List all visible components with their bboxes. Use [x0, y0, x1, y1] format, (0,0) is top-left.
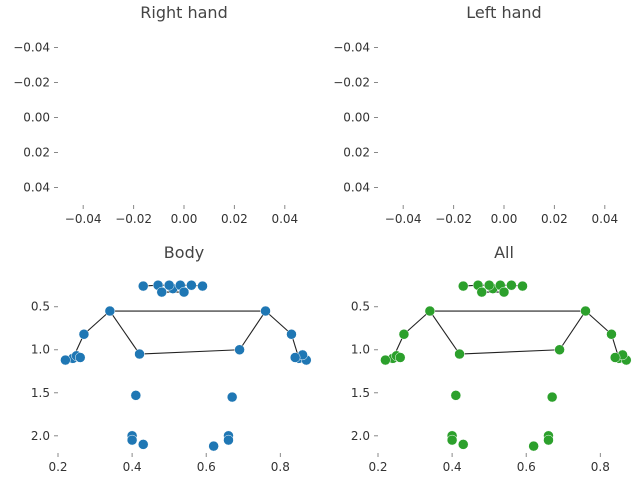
- keypoint-marker: [543, 434, 554, 446]
- x-tick-label: −0.04: [385, 212, 422, 226]
- keypoint-marker: [528, 440, 539, 452]
- keypoint-marker: [609, 352, 621, 363]
- keypoint-marker: [554, 344, 565, 355]
- panel-title: Body: [164, 243, 204, 262]
- y-tick-label: 0.5: [351, 300, 370, 314]
- x-tick-label: 0.6: [517, 460, 536, 474]
- keypoint-marker: [137, 280, 149, 292]
- keypoint-marker: [130, 390, 142, 401]
- x-tick-label: 0.00: [171, 212, 198, 226]
- keypoint-marker: [289, 352, 301, 363]
- keypoint-marker: [260, 305, 271, 317]
- keypoint-marker: [380, 354, 391, 366]
- skeleton-edge: [403, 310, 431, 335]
- keypoint-marker: [483, 279, 495, 291]
- keypoint-marker: [137, 439, 149, 450]
- x-tick-label: 0.2: [368, 460, 387, 474]
- y-tick-label: −0.02: [333, 76, 370, 90]
- all-panel: All 0.2 0.4 0.6 0.8 0.5 1.0 1.5 2.0: [351, 243, 632, 474]
- y-tick-label: 0.5: [31, 300, 50, 314]
- x-tick-label: 0.04: [591, 212, 618, 226]
- keypoint-marker: [134, 348, 145, 360]
- keypoint-marker: [156, 286, 168, 298]
- keypoint-marker: [517, 280, 528, 292]
- y-tick-label: −0.04: [333, 41, 370, 55]
- keypoint-marker: [234, 344, 245, 355]
- keypoint-marker: [606, 329, 617, 340]
- keypoint-marker: [78, 329, 90, 340]
- x-tick-label: 0.02: [221, 212, 248, 226]
- y-tick-label: 1.5: [31, 386, 50, 400]
- y-tick-label: 0.02: [23, 146, 50, 160]
- y-tick-label: 0.04: [343, 181, 370, 195]
- y-tick-label: 0.04: [23, 181, 50, 195]
- x-tick-label: −0.02: [115, 212, 152, 226]
- keypoint-marker: [60, 354, 71, 366]
- skeleton-edge: [265, 310, 292, 335]
- keypoint-marker: [197, 280, 208, 292]
- x-tick-label: 0.4: [443, 460, 462, 474]
- y-tick-label: 1.0: [31, 343, 50, 357]
- y-tick-label: 0.00: [23, 111, 50, 125]
- skeleton-edge: [585, 310, 612, 335]
- panel-title: All: [494, 243, 514, 262]
- x-tick-label: −0.04: [65, 212, 102, 226]
- keypoint-marker: [450, 390, 462, 401]
- y-tick-label: 0.02: [343, 146, 370, 160]
- keypoint-marker: [398, 329, 410, 340]
- keypoint-marker: [498, 286, 510, 298]
- skeleton-edge: [559, 310, 586, 351]
- keypoint-marker: [457, 439, 469, 450]
- y-tick-label: −0.04: [13, 41, 50, 55]
- panel-title: Left hand: [466, 3, 541, 22]
- skeleton-edge: [429, 310, 460, 355]
- keypoint-marker: [286, 329, 297, 340]
- y-tick-label: 1.5: [351, 386, 370, 400]
- y-tick-label: 0.00: [343, 111, 370, 125]
- keypoint-marker: [163, 279, 175, 291]
- keypoint-marker: [74, 352, 86, 363]
- keypoint-marker: [186, 279, 197, 291]
- x-tick-label: 0.4: [123, 460, 142, 474]
- keypoint-marker: [394, 352, 406, 363]
- y-tick-label: 2.0: [351, 429, 370, 443]
- body-panel: Body 0.2 0.4 0.6 0.8 0.5 1.0 1.5 2.0: [31, 243, 312, 474]
- keypoint-marker: [446, 434, 458, 446]
- skeleton-edge: [139, 349, 240, 355]
- keypoint-marker: [476, 286, 488, 298]
- y-tick-label: 1.0: [351, 343, 370, 357]
- skeleton-edge: [459, 349, 560, 355]
- y-tick-label: 2.0: [31, 429, 50, 443]
- x-tick-label: 0.6: [197, 460, 216, 474]
- x-tick-label: 0.2: [48, 460, 67, 474]
- keypoint-marker: [126, 434, 138, 446]
- keypoint-marker: [424, 305, 436, 317]
- skeleton-edge: [83, 310, 111, 335]
- keypoint-marker: [223, 434, 234, 446]
- skeleton-edge: [239, 310, 266, 351]
- x-tick-label: −0.02: [435, 212, 472, 226]
- x-tick-label: 0.8: [271, 460, 290, 474]
- keypoint-marker: [457, 280, 469, 292]
- left-hand-panel: Left hand −0.04 −0.02 0.00 0.02 0.04 −0.04 −0.…: [333, 3, 618, 226]
- x-tick-label: 0.00: [491, 212, 518, 226]
- x-tick-label: 0.02: [541, 212, 568, 226]
- x-tick-label: 0.04: [271, 212, 298, 226]
- keypoint-marker: [454, 348, 465, 360]
- keypoint-marker: [178, 286, 190, 298]
- keypoint-marker: [208, 440, 219, 452]
- keypoint-marker: [104, 305, 116, 317]
- keypoint-marker: [546, 391, 558, 403]
- right-hand-panel: Right hand −0.04 −0.02 0.00 0.02 0.04 −0.04 −0…: [13, 3, 298, 226]
- keypoint-marker: [506, 279, 517, 291]
- keypoint-marker: [226, 391, 238, 403]
- panel-title: Right hand: [140, 3, 227, 22]
- x-tick-label: 0.8: [591, 460, 610, 474]
- y-tick-label: −0.02: [13, 76, 50, 90]
- keypoint-marker: [580, 305, 591, 317]
- skeleton-edge: [109, 310, 140, 355]
